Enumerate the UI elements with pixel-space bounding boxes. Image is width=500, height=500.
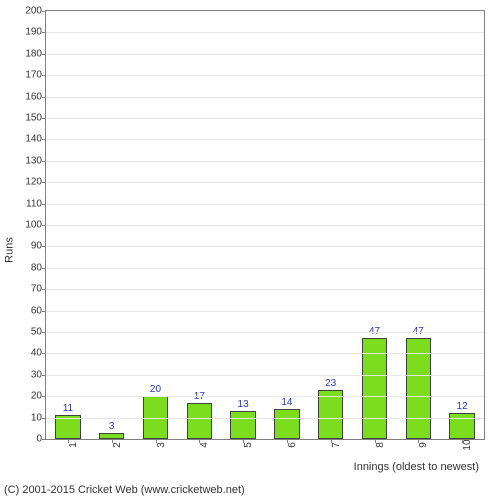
chart-wrap: Runs 1132017131423474712 Innings (oldest… bbox=[0, 0, 500, 500]
bar-value-label: 12 bbox=[450, 401, 473, 412]
y-tick-mark bbox=[42, 375, 46, 376]
y-tick-label: 130 bbox=[25, 155, 42, 166]
y-tick-mark bbox=[42, 439, 46, 440]
y-tick-label: 40 bbox=[31, 348, 42, 359]
y-tick-label: 50 bbox=[31, 327, 42, 338]
grid-line bbox=[46, 139, 484, 140]
x-tick-label: 1 bbox=[68, 442, 79, 448]
grid-line bbox=[46, 396, 484, 397]
grid-line bbox=[46, 418, 484, 419]
grid-line bbox=[46, 246, 484, 247]
y-tick-label: 70 bbox=[31, 284, 42, 295]
y-tick-mark bbox=[42, 75, 46, 76]
y-tick-mark bbox=[42, 11, 46, 12]
x-axis-title: Innings (oldest to newest) bbox=[354, 461, 479, 473]
bar-value-label: 23 bbox=[319, 378, 342, 389]
y-tick-label: 110 bbox=[26, 198, 42, 209]
grid-line bbox=[46, 182, 484, 183]
y-tick-mark bbox=[42, 32, 46, 33]
grid-line bbox=[46, 375, 484, 376]
chart-area: 1132017131423474712 Innings (oldest to n… bbox=[45, 10, 485, 440]
y-tick-mark bbox=[42, 353, 46, 354]
y-tick-mark bbox=[42, 97, 46, 98]
x-tick-label: 7 bbox=[331, 442, 342, 448]
bar-value-label: 13 bbox=[231, 399, 254, 410]
grid-line bbox=[46, 54, 484, 55]
copyright-text: (C) 2001-2015 Cricket Web (www.cricketwe… bbox=[4, 484, 245, 496]
y-tick-label: 90 bbox=[31, 241, 42, 252]
y-tick-label: 180 bbox=[25, 48, 42, 59]
y-tick-mark bbox=[42, 54, 46, 55]
y-tick-mark bbox=[42, 246, 46, 247]
bar-value-label: 14 bbox=[275, 397, 298, 408]
y-tick-label: 190 bbox=[25, 27, 42, 38]
grid-line bbox=[46, 353, 484, 354]
y-tick-label: 60 bbox=[31, 305, 42, 316]
y-tick-mark bbox=[42, 332, 46, 333]
y-tick-label: 140 bbox=[25, 134, 42, 145]
x-tick-label: 10 bbox=[462, 439, 473, 450]
grid-line bbox=[46, 75, 484, 76]
y-tick-mark bbox=[42, 225, 46, 226]
x-tick-label: 8 bbox=[375, 442, 386, 448]
bar: 11 bbox=[55, 415, 80, 439]
bar-value-label: 11 bbox=[56, 403, 79, 414]
grid-line bbox=[46, 204, 484, 205]
x-tick-label: 3 bbox=[156, 442, 167, 448]
bar-value-label: 3 bbox=[100, 421, 123, 432]
grid-line bbox=[46, 311, 484, 312]
bar: 14 bbox=[274, 409, 299, 439]
y-tick-mark bbox=[42, 311, 46, 312]
y-tick-mark bbox=[42, 204, 46, 205]
x-tick-label: 5 bbox=[243, 442, 254, 448]
y-tick-label: 150 bbox=[25, 113, 42, 124]
grid-line bbox=[46, 32, 484, 33]
grid-line bbox=[46, 97, 484, 98]
grid-line bbox=[46, 268, 484, 269]
y-tick-mark bbox=[42, 289, 46, 290]
bar-value-label: 20 bbox=[144, 384, 167, 395]
x-tick-label: 6 bbox=[287, 442, 298, 448]
bar: 13 bbox=[230, 411, 255, 439]
y-tick-mark bbox=[42, 396, 46, 397]
grid-line bbox=[46, 225, 484, 226]
y-tick-mark bbox=[42, 139, 46, 140]
y-axis-title: Runs bbox=[4, 237, 16, 263]
y-tick-label: 10 bbox=[31, 412, 42, 423]
y-tick-label: 170 bbox=[25, 70, 42, 81]
grid-line bbox=[46, 118, 484, 119]
bar: 17 bbox=[187, 403, 212, 439]
x-tick-label: 2 bbox=[112, 442, 123, 448]
grid-line bbox=[46, 332, 484, 333]
y-tick-label: 30 bbox=[31, 369, 42, 380]
grid-line bbox=[46, 161, 484, 162]
grid-line bbox=[46, 289, 484, 290]
y-tick-label: 120 bbox=[25, 177, 42, 188]
y-tick-label: 100 bbox=[25, 220, 42, 231]
y-tick-mark bbox=[42, 418, 46, 419]
y-tick-mark bbox=[42, 182, 46, 183]
y-tick-label: 0 bbox=[36, 434, 42, 445]
y-tick-mark bbox=[42, 118, 46, 119]
x-tick-label: 9 bbox=[418, 442, 429, 448]
x-tick-label: 4 bbox=[199, 442, 210, 448]
y-tick-label: 160 bbox=[25, 91, 42, 102]
y-tick-label: 20 bbox=[31, 391, 42, 402]
y-tick-mark bbox=[42, 268, 46, 269]
y-tick-label: 80 bbox=[31, 262, 42, 273]
y-tick-label: 200 bbox=[25, 6, 42, 17]
y-tick-mark bbox=[42, 161, 46, 162]
